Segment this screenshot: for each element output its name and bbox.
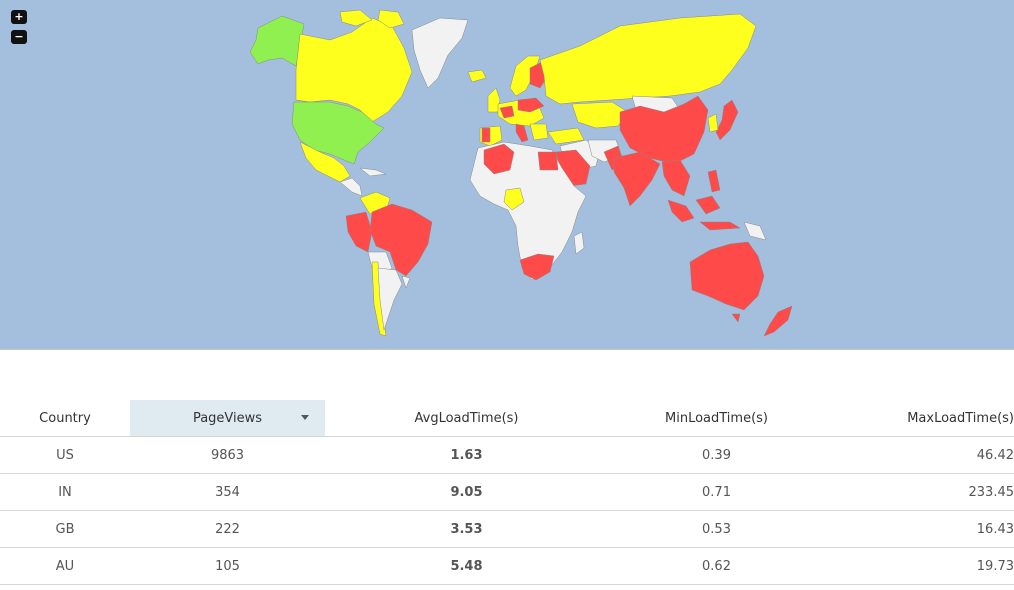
stats-table: Country PageViews AvgLoadTime(s) MinLoad… xyxy=(0,400,1014,585)
cell-pageviews: 354 xyxy=(130,473,325,511)
country-india[interactable] xyxy=(613,151,661,207)
cell-min-load: 0.53 xyxy=(608,510,825,548)
country-south-africa[interactable] xyxy=(519,253,555,281)
col-header-max-load[interactable]: MaxLoadTime(s) xyxy=(825,400,1014,437)
col-header-pageviews-label: PageViews xyxy=(192,410,263,426)
table-row[interactable]: GB 222 3.53 0.53 16.43 xyxy=(0,510,1014,548)
country-mexico[interactable] xyxy=(299,141,351,183)
cell-avg-load: 9.05 xyxy=(325,473,608,511)
cell-pageviews: 9863 xyxy=(130,436,325,474)
country-russia[interactable] xyxy=(539,13,757,105)
cell-avg-load: 5.48 xyxy=(325,547,608,585)
cell-min-load: 0.39 xyxy=(608,436,825,474)
col-header-min-load[interactable]: MinLoadTime(s) xyxy=(608,400,825,437)
world-map-svg[interactable] xyxy=(0,0,1014,349)
col-header-pageviews[interactable]: PageViews xyxy=(130,400,325,437)
table-row[interactable]: US 9863 1.63 0.39 46.42 xyxy=(0,436,1014,474)
cell-min-load: 0.71 xyxy=(608,473,825,511)
cell-country: US xyxy=(0,436,130,474)
sort-desc-icon xyxy=(301,415,309,420)
world-map[interactable]: + − xyxy=(0,0,1014,350)
table-row[interactable]: AU 105 5.48 0.62 19.73 xyxy=(0,547,1014,585)
country-alaska[interactable] xyxy=(249,15,305,67)
country-nigeria[interactable] xyxy=(503,187,525,211)
country-china[interactable] xyxy=(619,95,709,165)
cell-max-load: 19.73 xyxy=(825,547,1014,585)
country-new-zealand[interactable] xyxy=(763,305,793,337)
table-row[interactable]: IN 354 9.05 0.71 233.45 xyxy=(0,473,1014,511)
country-peru[interactable] xyxy=(345,211,373,253)
cell-pageviews: 105 xyxy=(130,547,325,585)
cell-avg-load: 1.63 xyxy=(325,436,608,474)
cell-pageviews: 222 xyxy=(130,510,325,548)
cell-country: AU xyxy=(0,547,130,585)
cell-max-load: 16.43 xyxy=(825,510,1014,548)
cell-min-load: 0.62 xyxy=(608,547,825,585)
cell-country: IN xyxy=(0,473,130,511)
cell-max-load: 46.42 xyxy=(825,436,1014,474)
country-brazil[interactable] xyxy=(369,203,433,277)
country-indonesia[interactable] xyxy=(667,199,695,223)
cell-country: GB xyxy=(0,510,130,548)
cell-max-load: 233.45 xyxy=(825,473,1014,511)
country-usa[interactable] xyxy=(291,101,385,165)
zoom-in-button[interactable]: + xyxy=(11,10,27,24)
col-header-country[interactable]: Country xyxy=(0,400,130,437)
col-header-avg-load[interactable]: AvgLoadTime(s) xyxy=(325,400,608,437)
country-greenland[interactable] xyxy=(411,17,469,89)
country-australia[interactable] xyxy=(689,241,765,311)
country-japan[interactable] xyxy=(715,99,739,141)
cell-avg-load: 3.53 xyxy=(325,510,608,548)
zoom-out-button[interactable]: − xyxy=(11,30,27,44)
table-header-row: Country PageViews AvgLoadTime(s) MinLoad… xyxy=(0,400,1014,437)
